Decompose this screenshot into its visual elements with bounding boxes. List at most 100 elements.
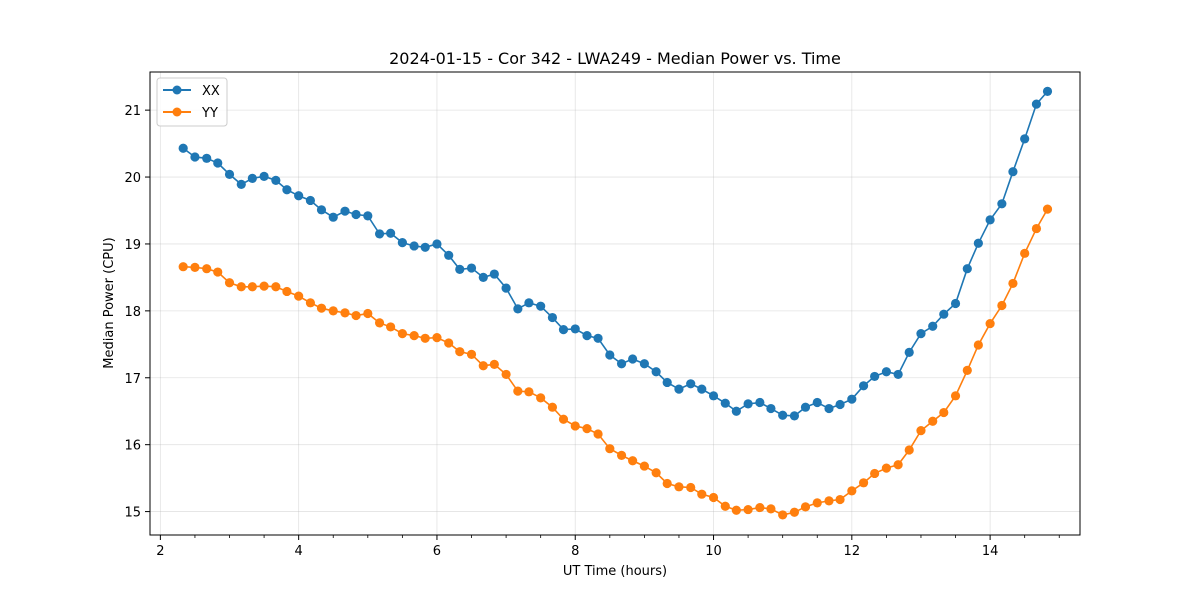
data-point-yy — [847, 486, 857, 496]
data-point-yy — [570, 421, 580, 431]
x-tick-label: 12 — [844, 544, 861, 559]
data-point-xx — [501, 283, 511, 293]
data-point-xx — [547, 312, 558, 323]
data-point-xx — [985, 215, 995, 225]
data-point-xx — [674, 384, 684, 394]
axes: 2 4 6 8 10 12 14 15 16 17 18 19 20 21 — [124, 104, 1060, 559]
data-point-yy — [858, 478, 869, 488]
data-point-yy — [686, 482, 696, 493]
data-point-yy — [835, 494, 845, 505]
data-point-xx — [904, 347, 914, 357]
x-tick-label: 4 — [295, 544, 303, 559]
data-point-yy — [870, 468, 880, 479]
data-point-yy — [386, 322, 396, 332]
data-point-yy — [478, 361, 488, 371]
data-point-xx — [409, 241, 419, 251]
data-point-xx — [363, 211, 373, 221]
data-point-xx — [236, 179, 246, 190]
data-point-xx — [800, 402, 811, 412]
legend-marker-xx — [172, 85, 182, 95]
x-tick-label: 14 — [982, 544, 999, 559]
data-point-xx — [444, 250, 454, 260]
y-tick-label: 18 — [124, 305, 141, 320]
data-point-yy — [1020, 248, 1030, 258]
data-point-yy — [605, 444, 615, 454]
y-tick-label: 19 — [124, 238, 141, 253]
y-tick-label: 15 — [124, 506, 141, 521]
data-point-xx — [582, 331, 592, 341]
data-point-yy — [524, 387, 534, 397]
data-point-xx — [835, 399, 845, 410]
data-point-yy — [778, 510, 788, 520]
data-point-xx — [824, 403, 834, 414]
data-point-xx — [1020, 134, 1030, 144]
data-point-xx — [662, 377, 672, 388]
data-point-xx — [351, 209, 361, 220]
data-point-xx — [328, 212, 338, 222]
data-point-yy — [743, 504, 753, 515]
data-point-yy — [420, 333, 430, 343]
data-point-xx — [939, 309, 949, 319]
data-point-yy — [236, 282, 246, 292]
data-point-yy — [616, 450, 627, 460]
data-point-yy — [432, 333, 442, 343]
data-point-xx — [881, 367, 891, 377]
y-axis-label: Median Power (CPU) — [102, 237, 117, 368]
data-point-yy — [893, 460, 903, 470]
data-point-yy — [731, 505, 741, 515]
data-point-xx — [178, 143, 188, 153]
y-tick-label: 16 — [124, 439, 141, 454]
legend: XX YY — [156, 77, 228, 127]
data-point-xx — [766, 403, 776, 414]
series-line-xx — [182, 90, 1049, 417]
data-point-yy — [939, 407, 949, 418]
data-point-xx — [973, 238, 983, 248]
data-point-yy — [259, 281, 269, 291]
data-point-xx — [247, 173, 257, 183]
data-point-yy — [202, 264, 212, 274]
x-tick-label: 8 — [571, 544, 579, 559]
data-point-yy — [397, 329, 407, 339]
data-point-yy — [1042, 204, 1053, 214]
data-point-xx — [478, 272, 488, 283]
data-point-yy — [639, 461, 649, 471]
data-point-yy — [501, 369, 511, 380]
data-point-xx — [755, 397, 765, 408]
data-point-xx — [190, 152, 200, 162]
data-point-xx — [789, 411, 800, 421]
data-point-xx — [916, 329, 926, 339]
data-point-yy — [547, 402, 558, 412]
data-point-xx — [524, 298, 534, 308]
data-point-xx — [386, 228, 396, 238]
data-point-yy — [985, 318, 995, 329]
data-point-yy — [824, 496, 834, 506]
data-point-yy — [628, 456, 638, 466]
legend-label-xx: XX — [202, 84, 220, 99]
data-point-xx — [271, 175, 281, 185]
data-point-yy — [340, 308, 350, 318]
data-point-yy — [374, 318, 385, 328]
data-point-xx — [708, 391, 719, 401]
x-axis-label: UT Time (hours) — [563, 564, 667, 579]
data-point-xx — [950, 298, 961, 309]
data-point-xx — [686, 379, 696, 389]
data-point-yy — [881, 463, 891, 473]
data-point-xx — [259, 171, 269, 181]
data-point-yy — [444, 338, 454, 348]
x-tick-label: 2 — [156, 544, 164, 559]
data-point-xx — [870, 371, 880, 382]
data-point-yy — [305, 298, 316, 308]
data-point-yy — [812, 498, 822, 508]
data-point-yy — [1008, 278, 1018, 289]
data-point-xx — [628, 354, 638, 364]
data-point-xx — [1042, 86, 1053, 97]
data-point-yy — [904, 445, 914, 455]
data-point-xx — [962, 264, 972, 274]
data-point-yy — [489, 359, 499, 369]
data-point-xx — [558, 324, 569, 335]
data-point-yy — [662, 478, 672, 489]
data-point-yy — [282, 286, 292, 297]
series-line-yy — [183, 208, 1049, 516]
data-point-xx — [420, 242, 430, 252]
